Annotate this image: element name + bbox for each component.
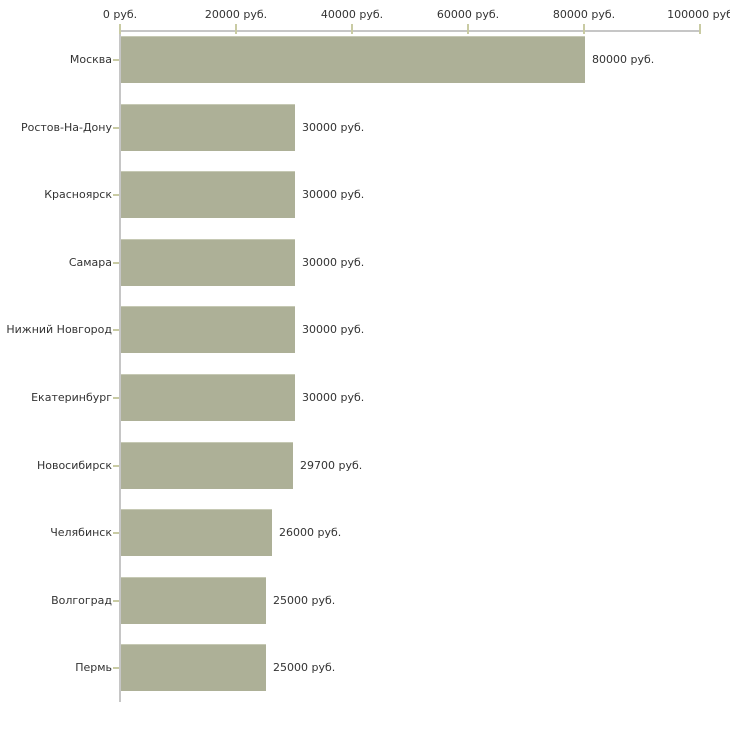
- y-axis-tick-mark: [113, 59, 119, 61]
- y-axis-category-label: Красноярск: [44, 188, 112, 201]
- bar-value-label: 80000 руб.: [592, 53, 655, 66]
- bar: [121, 509, 272, 556]
- y-axis-tick-mark: [113, 397, 119, 399]
- bar-value-label: 30000 руб.: [302, 391, 365, 404]
- y-axis-category-label: Пермь: [75, 661, 112, 674]
- bar-value-label: 26000 руб.: [279, 526, 342, 539]
- bar-value-label: 25000 руб.: [273, 594, 336, 607]
- y-axis-category-label: Нижний Новгород: [6, 323, 112, 336]
- bar: [121, 374, 295, 421]
- x-axis-tick-label: 80000 руб.: [552, 8, 616, 21]
- x-axis-tick-mark: [119, 24, 121, 34]
- x-axis-tick-mark: [583, 24, 585, 34]
- x-axis-tick-label: 40000 руб.: [320, 8, 384, 21]
- x-axis-tick-mark: [467, 24, 469, 34]
- bar: [121, 577, 266, 624]
- x-axis-tick-mark: [351, 24, 353, 34]
- bar-value-label: 30000 руб.: [302, 323, 365, 336]
- y-axis-category-label: Челябинск: [50, 526, 112, 539]
- y-axis-category-label: Екатеринбург: [31, 391, 112, 404]
- bar: [121, 36, 585, 83]
- y-axis-category-label: Самара: [68, 256, 112, 269]
- bar: [121, 442, 293, 489]
- x-axis-tick-label: 0 руб.: [102, 8, 138, 21]
- x-axis-line: [119, 30, 701, 32]
- y-axis-line: [119, 30, 121, 702]
- bar-value-label: 29700 руб.: [300, 459, 363, 472]
- x-axis-tick-mark: [235, 24, 237, 34]
- y-axis-tick-mark: [113, 262, 119, 264]
- bar: [121, 644, 266, 691]
- y-axis-tick-mark: [113, 667, 119, 669]
- bar-value-label: 25000 руб.: [273, 661, 336, 674]
- bar: [121, 104, 295, 151]
- x-axis-tick-mark: [699, 24, 701, 34]
- x-axis-tick-label: 20000 руб.: [204, 8, 268, 21]
- y-axis-category-label: Ростов-На-Дону: [20, 121, 112, 134]
- bar-value-label: 30000 руб.: [302, 121, 365, 134]
- y-axis-category-label: Москва: [69, 53, 112, 66]
- y-axis-tick-mark: [113, 194, 119, 196]
- y-axis-tick-mark: [113, 127, 119, 129]
- bar: [121, 171, 295, 218]
- y-axis-tick-mark: [113, 329, 119, 331]
- bar-value-label: 30000 руб.: [302, 188, 365, 201]
- y-axis-category-label: Волгоград: [51, 594, 112, 607]
- y-axis-tick-mark: [113, 532, 119, 534]
- y-axis-tick-mark: [113, 600, 119, 602]
- bar: [121, 306, 295, 353]
- bar: [121, 239, 295, 286]
- y-axis-category-label: Новосибирск: [36, 459, 112, 472]
- bar-value-label: 30000 руб.: [302, 256, 365, 269]
- x-axis-tick-label: 60000 руб.: [436, 8, 500, 21]
- x-axis-tick-label: 100000 руб: [667, 8, 730, 21]
- y-axis-tick-mark: [113, 465, 119, 467]
